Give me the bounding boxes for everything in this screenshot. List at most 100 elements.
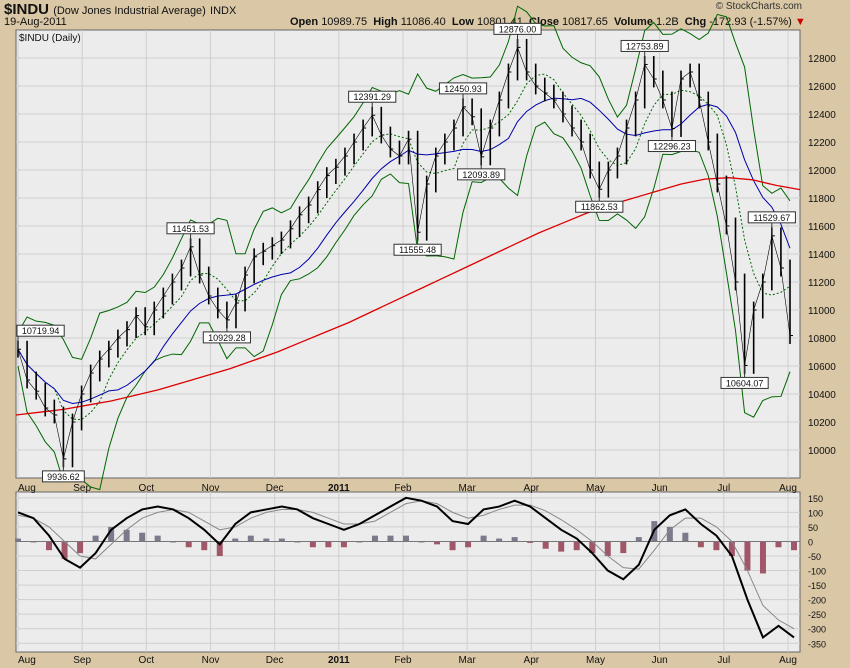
macd-histogram-bar — [682, 532, 689, 542]
macd-histogram-bar — [123, 529, 130, 542]
x-tick-label: Mar — [459, 483, 477, 494]
quote-line: Open 10989.75 High 11086.40 Low 10801.41… — [290, 16, 806, 28]
macd-histogram-bar — [387, 535, 394, 542]
symbol-name: (Dow Jones Industrial Average) — [53, 5, 206, 17]
macd-histogram-bar — [185, 541, 192, 548]
macd-histogram-bar — [154, 535, 161, 542]
annotation-label: 12296.23 — [653, 142, 691, 152]
x-tick-label-macd: Apr — [524, 655, 540, 666]
x-tick-label-macd: 2011 — [328, 655, 350, 666]
x-tick-label: Aug — [18, 483, 36, 494]
macd-histogram-bar — [77, 541, 84, 554]
macd-histogram-bar — [309, 541, 316, 548]
annotation-box — [393, 243, 442, 256]
macd-y-tick-label: -200 — [808, 596, 826, 606]
macd-y-tick-label: 50 — [808, 523, 818, 533]
macd-histogram-bar — [496, 538, 503, 542]
annotation-label: 11529.67 — [753, 213, 790, 223]
annotation-box — [575, 200, 624, 213]
price-close-line — [17, 46, 791, 459]
high-value: 11086.40 — [400, 16, 446, 28]
macd-histogram-bar — [542, 541, 549, 549]
x-tick-label: May — [586, 483, 605, 494]
high-label: High — [373, 16, 398, 28]
y-tick-label: 12000 — [808, 166, 836, 177]
y-tick-label: 10200 — [808, 418, 836, 429]
open-label: Open — [290, 16, 319, 28]
x-tick-label-macd: Feb — [394, 655, 412, 666]
macd-histogram-bar — [46, 541, 53, 551]
x-tick-label-macd: Dec — [266, 655, 284, 666]
quote-date: 19-Aug-2011 — [4, 16, 67, 28]
y-tick-label: 11200 — [808, 278, 836, 289]
y-tick-label: 10000 — [808, 446, 836, 457]
macd-histogram-bar — [61, 541, 68, 559]
open-value: 10989.75 — [321, 16, 368, 28]
annotation-box — [647, 140, 697, 153]
annotation-box — [747, 211, 796, 224]
macd-line — [17, 496, 795, 640]
annotation-box — [166, 222, 215, 235]
y-tick-label: 12200 — [808, 138, 836, 149]
chg-label: Chg — [684, 16, 707, 28]
macd-histogram-bar — [92, 535, 99, 542]
x-tick-label: Aug — [779, 483, 797, 494]
low-label: Low — [451, 16, 474, 28]
x-tick-label-macd: Jul — [717, 655, 730, 666]
y-tick-label: 12800 — [808, 54, 836, 65]
macd-signal-line — [17, 500, 795, 630]
panel-label: $INDU (Daily) — [19, 33, 81, 44]
annotation-label: 12391.29 — [353, 92, 391, 102]
macd-y-tick-label: -100 — [808, 567, 826, 577]
annotation-box — [720, 376, 769, 389]
annotation-box — [16, 324, 65, 337]
annotation-box — [42, 470, 85, 483]
x-tick-label-macd: Aug — [18, 655, 36, 666]
macd-histogram-bar — [247, 535, 254, 542]
macd-histogram-bar — [666, 526, 673, 542]
macd-histogram-bar — [201, 541, 208, 551]
brand-logo[interactable]: © StockCharts.com — [715, 1, 802, 12]
x-tick-label-macd: May — [586, 655, 605, 666]
macd-histogram-bar — [15, 538, 21, 542]
macd-y-tick-label: 100 — [808, 508, 823, 518]
annotation-box — [457, 168, 506, 181]
macd-histogram-bar — [604, 541, 611, 556]
exchange: INDX — [210, 5, 237, 17]
x-tick-label: Nov — [202, 483, 220, 494]
macd-histogram-bar — [759, 541, 766, 574]
x-tick-label: Dec — [266, 483, 284, 494]
ma50-line — [17, 97, 791, 404]
upper-bollinger-band — [17, 5, 791, 360]
symbol: $INDU — [4, 1, 50, 18]
down-arrow-icon: ▼ — [794, 16, 806, 28]
x-tick-label-macd: Nov — [202, 655, 220, 666]
volume-label: Volume — [614, 16, 653, 28]
symbol-title: $INDU (Dow Jones Industrial Average) IND… — [4, 1, 236, 18]
macd-histogram-bar — [278, 538, 285, 542]
macd-histogram-bar — [216, 541, 223, 556]
annotation-box — [493, 22, 542, 35]
chg-value: -172.93 (-1.57%) — [709, 16, 792, 28]
macd-histogram-bar — [108, 526, 115, 542]
x-tick-label: 2011 — [328, 483, 350, 494]
macd-y-tick-label: -150 — [808, 581, 826, 591]
y-tick-label: 11600 — [808, 222, 836, 233]
annotation-label: 9936.62 — [47, 472, 80, 482]
macd-y-tick-label: 0 — [808, 537, 813, 547]
macd-histogram-bar — [403, 535, 409, 542]
macd-histogram-bar — [527, 541, 534, 543]
macd-histogram-bar — [697, 541, 704, 548]
macd-histogram-bar — [744, 541, 751, 571]
annotation-label: 10929.28 — [208, 333, 246, 343]
macd-y-tick-label: -350 — [808, 639, 826, 649]
annotation-label: 11451.53 — [172, 224, 209, 234]
annotation-box — [620, 39, 669, 52]
macd-histogram-bar — [573, 541, 580, 551]
annotation-label: 12876.00 — [499, 24, 537, 34]
y-tick-label: 12400 — [808, 110, 836, 121]
macd-histogram-bar — [713, 541, 720, 551]
annotation-label: 11555.48 — [399, 245, 436, 255]
annotation-label: 12753.89 — [626, 41, 664, 51]
macd-panel — [15, 491, 801, 653]
